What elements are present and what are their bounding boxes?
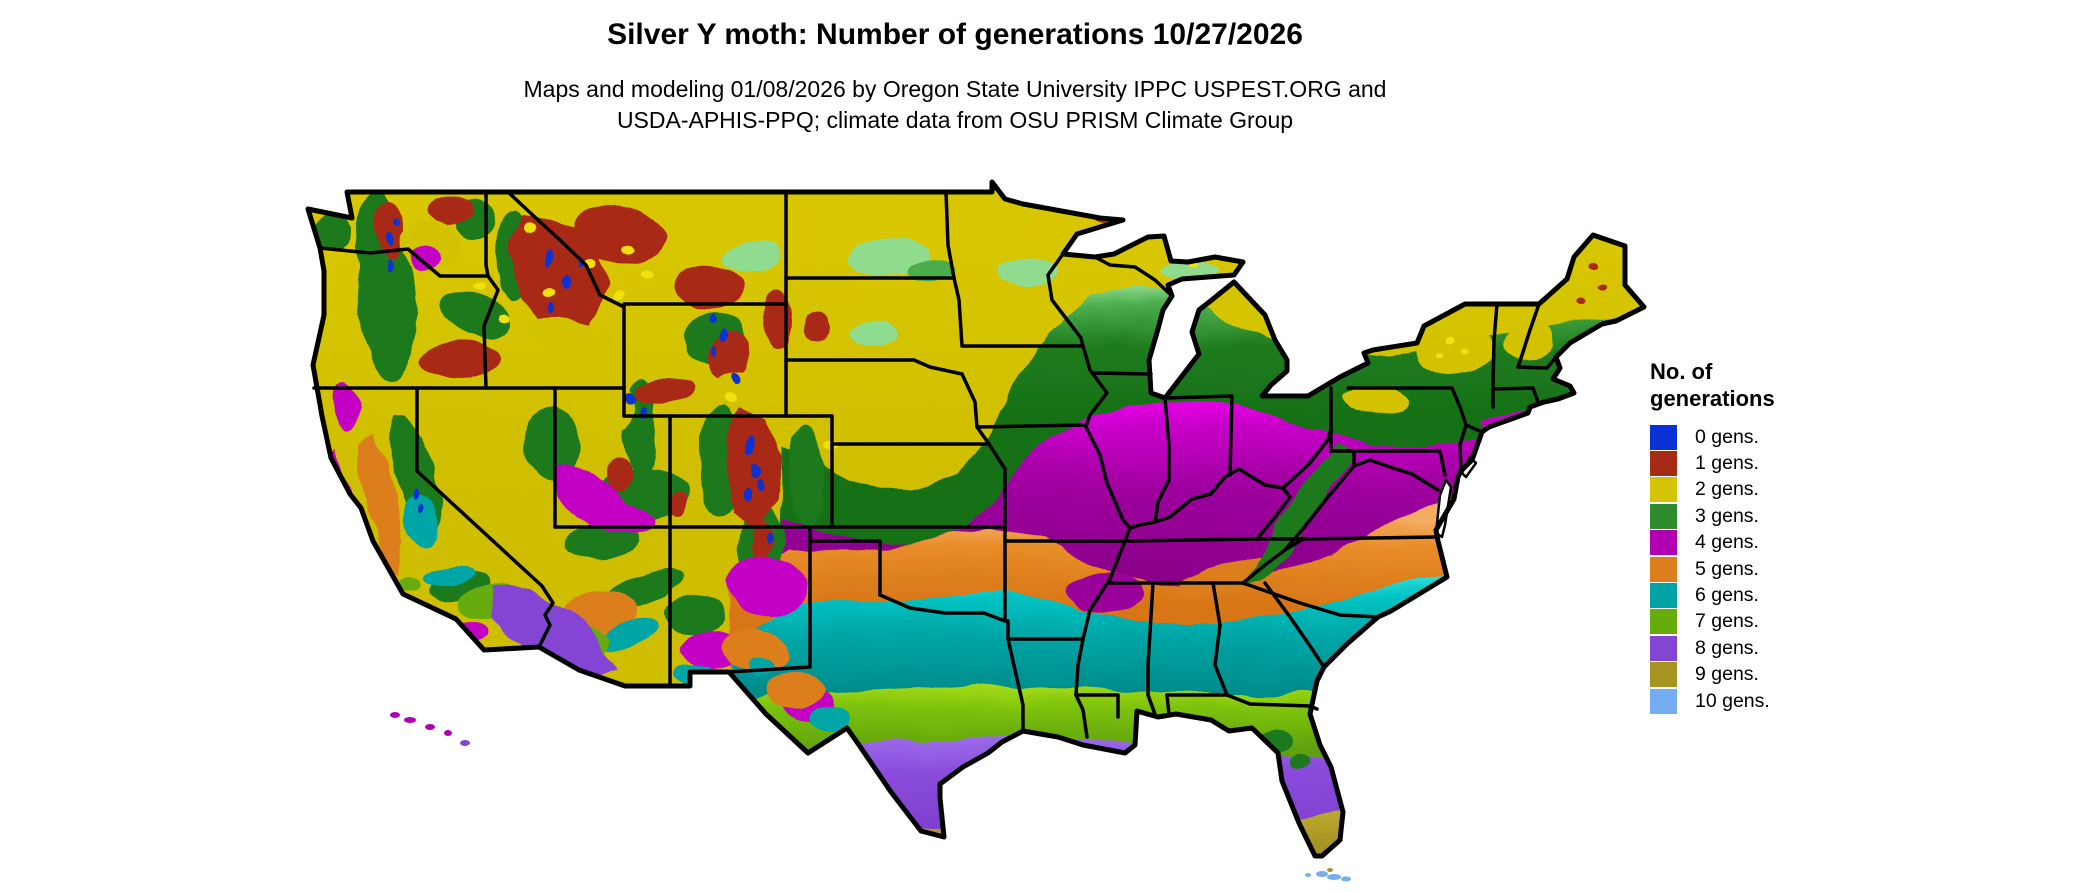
map-band-8-gens <box>800 737 1644 856</box>
state-borders <box>312 190 1558 739</box>
legend-item-label: 8 gens. <box>1695 636 1759 659</box>
legend-item: 0 gens. <box>1650 424 1950 450</box>
legend-item-label: 9 gens. <box>1695 663 1759 686</box>
legend-item: 8 gens. <box>1650 635 1950 661</box>
legend-title: No. of generations <box>1650 358 1950 412</box>
legend-item-label: 6 gens. <box>1695 584 1759 607</box>
legend-items: 0 gens. 1 gens. 2 gens. 3 gens. 4 gens. <box>1650 424 1950 714</box>
legend-color-swatch <box>1650 662 1677 688</box>
map-band-9-gens <box>840 809 1644 856</box>
legend-item: 7 gens. <box>1650 609 1950 635</box>
legend-color-swatch <box>1650 451 1677 477</box>
florida-keys <box>1305 868 1351 882</box>
legend-item-label: 5 gens. <box>1695 557 1759 580</box>
page-subtitle: Maps and modeling 01/08/2026 by Oregon S… <box>0 52 1910 136</box>
map-appalachian-green-ridge <box>1245 443 1350 773</box>
legend-item-label: 3 gens. <box>1695 504 1759 527</box>
legend-item: 9 gens. <box>1650 662 1950 688</box>
legend-item-label: 0 gens. <box>1695 425 1759 448</box>
legend-color-swatch <box>1650 635 1677 661</box>
legend-color-swatch <box>1650 530 1677 556</box>
legend-color-swatch <box>1650 688 1677 714</box>
legend-color-swatch <box>1650 503 1677 529</box>
header: Silver Y moth: Number of generations 10/… <box>0 0 1910 136</box>
legend-color-swatch <box>1650 583 1677 609</box>
channel-islands <box>390 712 470 746</box>
us-generations-map <box>290 145 1650 892</box>
legend-item: 3 gens. <box>1650 503 1950 529</box>
legend-item-label: 1 gens. <box>1695 452 1759 475</box>
map-west-purple-patches <box>490 585 620 680</box>
legend-item: 5 gens. <box>1650 556 1950 582</box>
subtitle-line-1: Maps and modeling 01/08/2026 by Oregon S… <box>523 76 1387 102</box>
legend-item: 10 gens. <box>1650 688 1950 714</box>
map-west-teal-patches <box>400 490 850 732</box>
legend-item: 6 gens. <box>1650 582 1950 609</box>
legend-item: 1 gens. <box>1650 450 1950 477</box>
legend-color-swatch <box>1650 424 1677 450</box>
legend: No. of generations 0 gens. 1 gens. 2 gen… <box>1650 358 1950 714</box>
legend-item: 2 gens. <box>1650 477 1950 503</box>
legend-title-line-2: generations <box>1650 386 1775 411</box>
legend-color-swatch <box>1650 609 1677 635</box>
legend-color-swatch <box>1650 477 1677 503</box>
us-map-svg <box>290 145 1650 882</box>
legend-item-label: 10 gens. <box>1695 689 1770 712</box>
legend-item-label: 2 gens. <box>1695 478 1759 501</box>
legend-title-line-1: No. of <box>1650 359 1713 384</box>
legend-item: 4 gens. <box>1650 530 1950 556</box>
legend-item-label: 4 gens. <box>1695 531 1759 554</box>
subtitle-line-2: USDA-APHIS-PPQ; climate data from OSU PR… <box>616 107 1294 133</box>
legend-item-label: 7 gens. <box>1695 610 1759 633</box>
legend-color-swatch <box>1650 556 1677 582</box>
map-west-red-patches <box>376 196 1604 562</box>
page-title: Silver Y moth: Number of generations 10/… <box>607 18 1303 51</box>
